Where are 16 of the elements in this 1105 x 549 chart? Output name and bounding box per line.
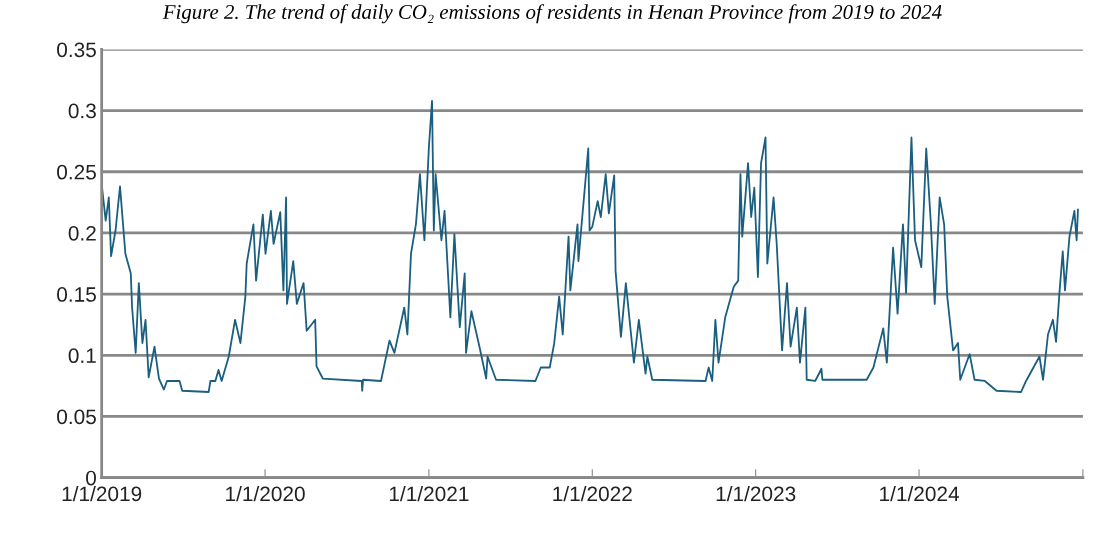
y-tick-label: 0.15 (57, 287, 96, 302)
x-tick-label: 1/1/2020 (226, 485, 305, 502)
line-series (101, 99, 1079, 393)
y-tick-label: 0.05 (57, 409, 96, 425)
y-tick-label: 0.3 (68, 103, 96, 119)
y-tick-label: 0.35 (57, 42, 96, 58)
x-tick-label: 1/1/2023 (716, 485, 796, 502)
chart-title: Figure 2. The trend of daily CO₂ emissions of residents in Henan Province from 2019 to 2024 (162, 4, 942, 24)
x-tick-label: 1/1/2019 (62, 485, 142, 502)
x-tick-label: 1/1/2024 (880, 485, 959, 502)
x-tick-label: 1/1/2021 (389, 485, 469, 502)
y-tick-label: 0.25 (57, 164, 96, 180)
y-tick-label: 0.2 (68, 225, 96, 241)
x-tick-label: 1/1/2022 (553, 485, 632, 502)
y-tick-label: 0.1 (68, 348, 96, 364)
y-tick-label: 0 (86, 470, 96, 486)
